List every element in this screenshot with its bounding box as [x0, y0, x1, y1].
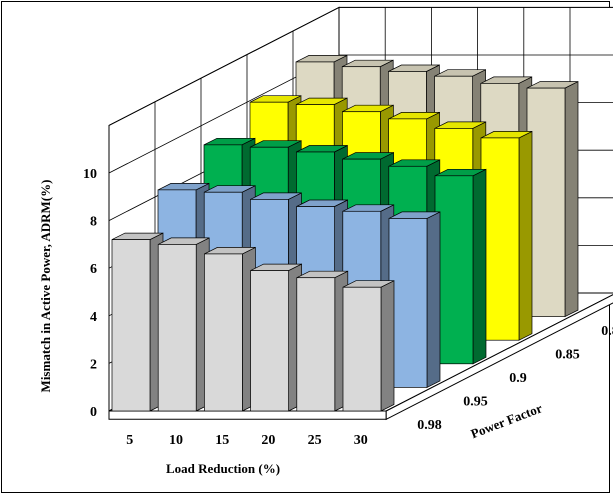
bar — [111, 232, 164, 412]
y-tick-label: 2 — [90, 357, 97, 372]
bar — [250, 263, 302, 412]
bar-front — [388, 218, 428, 388]
z-tick-label: 0.8 — [601, 324, 613, 339]
bar-front — [434, 175, 474, 365]
x-tick-label: 30 — [354, 433, 368, 448]
z-tick-label: 0.85 — [555, 347, 580, 362]
bar-front — [157, 244, 197, 412]
chart-bars — [111, 54, 579, 412]
bar — [342, 280, 395, 412]
z-tick-label: 0.95 — [463, 395, 488, 410]
bar — [526, 81, 579, 318]
x-tick-label: 15 — [215, 433, 229, 448]
x-tick-label: 25 — [308, 433, 322, 448]
y-tick-label: 4 — [90, 310, 97, 325]
z-tick-label: 0.9 — [509, 371, 527, 386]
bar-side — [564, 81, 579, 318]
z-tick-label: 0.98 — [417, 418, 442, 433]
y-tick-label: 6 — [90, 262, 97, 277]
bar-front — [250, 270, 289, 412]
x-tick-label: 20 — [261, 433, 275, 448]
bar-front — [296, 277, 336, 412]
y-tick-label: 8 — [90, 215, 97, 230]
bar — [480, 130, 533, 341]
bar — [388, 211, 441, 388]
bar — [157, 237, 210, 412]
y-axis-title: Mismatch in Active Power, ADRM(%) — [38, 180, 53, 393]
floor-edge — [385, 294, 613, 421]
bar-front — [111, 239, 151, 412]
bar — [204, 246, 256, 412]
y-tick-label: 0 — [90, 405, 97, 420]
floor-edge — [108, 410, 387, 420]
bar-side — [472, 168, 487, 365]
x-axis-title: Load Reduction (%) — [166, 461, 280, 476]
bar-front — [204, 253, 243, 412]
x-tick-label: 10 — [169, 433, 183, 448]
bar-side — [518, 130, 533, 341]
bar-side — [380, 280, 395, 412]
x-tick-label: 5 — [126, 433, 133, 448]
bar-side — [426, 211, 441, 388]
bar-front — [342, 286, 382, 412]
bar — [434, 168, 487, 365]
bar — [296, 270, 349, 412]
bar-front — [526, 87, 566, 317]
y-tick-label: 10 — [83, 167, 97, 182]
bar-front — [480, 137, 520, 341]
